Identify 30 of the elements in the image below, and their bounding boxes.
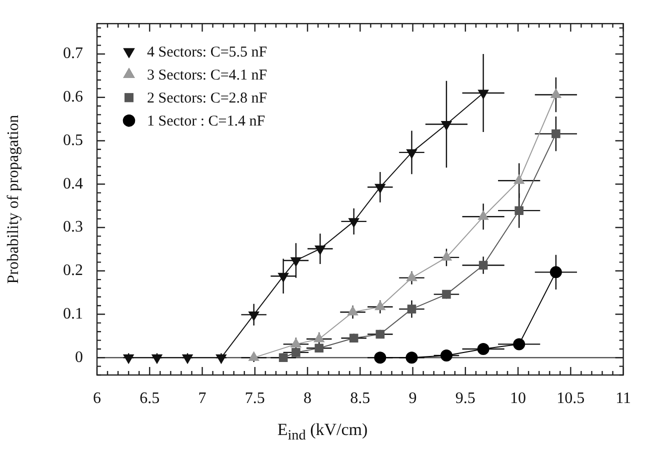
x-tick-label: 11 (616, 390, 631, 407)
y-tick-label: 0.2 (63, 262, 83, 280)
y-tick-label: 0.6 (63, 88, 83, 106)
x-tick-label: 9.5 (455, 390, 476, 407)
point (477, 342, 490, 355)
x-tick-label: 6.5 (140, 390, 160, 407)
point (374, 352, 386, 364)
y-tick-label: 0 (75, 348, 83, 366)
y-axis-title: Probability of propagation (4, 114, 22, 284)
point (440, 349, 452, 362)
x-tick-label: 10.5 (556, 390, 585, 407)
y-tick-label: 0.7 (63, 45, 83, 62)
x-tick-label: 10 (510, 390, 526, 407)
y-tick-label: 0.4 (63, 175, 83, 192)
point (513, 338, 526, 350)
x-tick-label: 6 (93, 390, 101, 407)
x-tick-label: 7 (198, 390, 206, 407)
x-tick-label: 9 (408, 390, 417, 407)
y-tick-label: 0.1 (63, 305, 83, 322)
y-tick-label: 0.3 (63, 218, 83, 236)
legend-label: 1 Sector : C=1.4 nF (147, 114, 266, 130)
legend-label: 4 Sectors: C=5.5 nF (147, 44, 268, 61)
x-axis-title: E$_{ind}$ (kV/cm) (276, 420, 369, 444)
x-tick-label: 8 (304, 390, 312, 407)
point (406, 352, 418, 364)
x-tick-label: 7.5 (244, 390, 265, 407)
legend-label: 3 Sectors: C=4.1 nF (147, 68, 268, 84)
legend-label: 2 Sectors: C=2.8 nF (147, 90, 268, 107)
x-tick-label: 8.5 (350, 390, 370, 407)
y-tick-label: 0.5 (63, 132, 83, 149)
